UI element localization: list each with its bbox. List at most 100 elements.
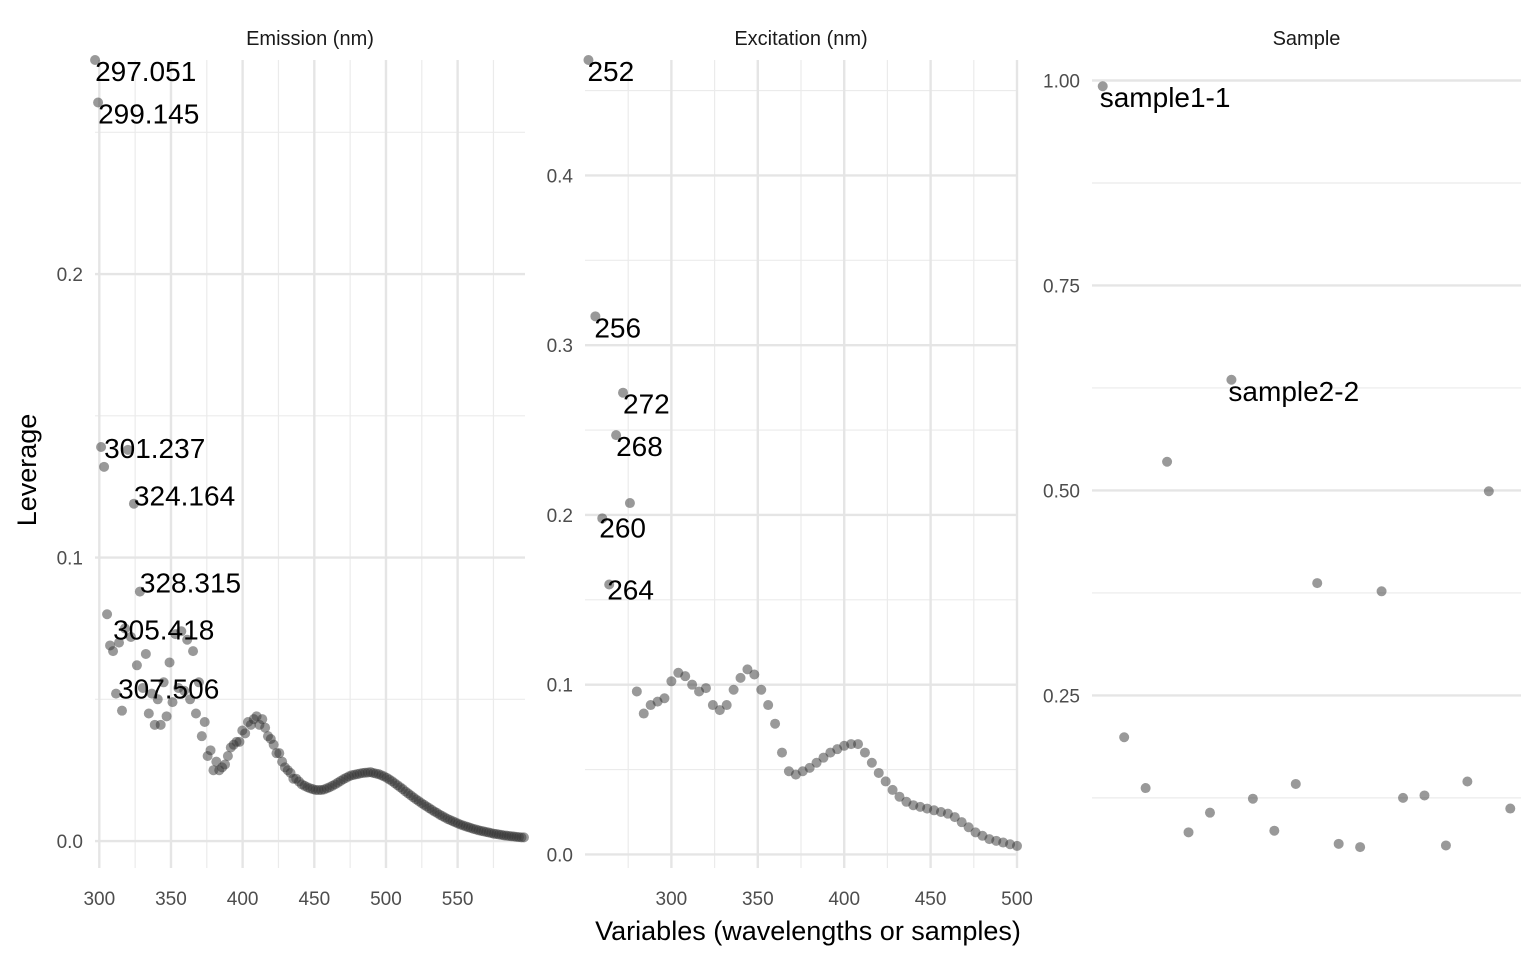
emission-point-label: 301.237 (104, 433, 205, 464)
excitation-point (728, 684, 739, 695)
emission-point (102, 609, 113, 620)
emission-point (196, 731, 207, 742)
emission-point (125, 631, 136, 642)
emission-point (93, 97, 104, 108)
excitation-x-tick-label: 500 (1001, 889, 1033, 910)
emission-point (179, 685, 190, 696)
excitation-point (604, 579, 615, 590)
sample-panel-title: Sample (1273, 28, 1341, 50)
sample-point-label: sample1-1 (1100, 82, 1231, 113)
excitation-point-label: 256 (594, 312, 641, 343)
emission-point (164, 657, 175, 668)
excitation-point-label: 252 (587, 56, 634, 87)
sample-point (1333, 838, 1344, 849)
excitation-y-tick-label: 0.3 (547, 336, 573, 357)
excitation-y-tick-label: 0.1 (547, 676, 573, 697)
excitation-x-tick-label: 350 (742, 889, 774, 910)
excitation-point (631, 686, 642, 697)
emission-point (155, 719, 166, 730)
excitation-point (866, 757, 877, 768)
emission-x-tick-label: 300 (83, 889, 115, 910)
excitation-point (859, 747, 870, 758)
excitation-point (1012, 840, 1022, 851)
excitation-point (887, 784, 898, 795)
emission-point (190, 708, 201, 719)
sample-point (1440, 840, 1451, 851)
emission-point-label: 299.145 (98, 99, 199, 130)
excitation-point-label: 268 (616, 431, 663, 462)
excitation-point (804, 762, 815, 773)
excitation-point (749, 669, 760, 680)
emission-point (234, 736, 245, 747)
emission-panel: 0.0 0.1 0.2 300 350 400 450 500 550 Emission (nm)… (57, 28, 529, 910)
emission-y-tick-label: 0.2 (57, 265, 83, 286)
sample-point (1376, 586, 1387, 597)
excitation-point (763, 700, 774, 711)
excitation-y-tick-label: 0.4 (547, 166, 574, 187)
emission-point (140, 648, 151, 659)
emission-x-tick-label: 550 (442, 889, 474, 910)
emission-point (152, 694, 163, 705)
excitation-point (949, 812, 960, 823)
excitation-point (707, 700, 718, 711)
emission-point (122, 444, 133, 455)
excitation-point (638, 708, 649, 719)
excitation-point (756, 684, 767, 695)
excitation-point (846, 739, 857, 750)
emission-point (111, 688, 122, 699)
emission-point (99, 461, 110, 472)
excitation-point-label: 264 (607, 575, 654, 606)
emission-point-label: 324.164 (134, 481, 235, 512)
y-axis-label: Leverage (12, 414, 42, 527)
excitation-point (742, 664, 753, 675)
sample-point (1226, 374, 1237, 385)
excitation-y-tick-label: 0.2 (547, 506, 573, 527)
emission-x-tick-label: 450 (298, 889, 330, 910)
emission-point (188, 646, 199, 657)
emission-point (176, 626, 187, 637)
excitation-point (880, 776, 891, 787)
emission-point (137, 682, 148, 693)
emission-point (257, 714, 268, 725)
emission-point (143, 708, 154, 719)
emission-point (161, 711, 172, 722)
sample-panel: 0.25 0.50 0.75 1.00 Sample sample1-1 sample2-2 (1043, 28, 1521, 853)
excitation-y-tick-label: 0.0 (547, 845, 573, 866)
excitation-point (853, 739, 864, 750)
emission-point (260, 722, 271, 733)
excitation-point (666, 676, 677, 687)
sample-point (1204, 807, 1215, 818)
emission-point (90, 55, 101, 65)
sample-point (1097, 81, 1108, 92)
emission-y-tick-label: 0.0 (57, 832, 83, 853)
excitation-point (956, 817, 967, 828)
excitation-point (811, 757, 822, 768)
emission-point (128, 498, 139, 509)
emission-point (274, 748, 285, 759)
emission-x-tick-label: 500 (370, 889, 402, 910)
emission-point (518, 832, 529, 843)
emission-point (158, 677, 169, 688)
excitation-point (659, 693, 670, 704)
excitation-point (963, 822, 974, 833)
excitation-panel: 0.0 0.1 0.2 0.3 0.4 300 350 400 450 500 Excitation… (547, 28, 1033, 910)
emission-point (182, 634, 193, 645)
sample-point (1140, 783, 1151, 794)
emission-point-label: 307.506 (118, 673, 219, 704)
excitation-point (597, 513, 608, 524)
emission-x-tick-label: 350 (155, 889, 187, 910)
sample-y-tick-label: 0.75 (1043, 276, 1080, 297)
emission-point (119, 623, 130, 634)
emission-point (131, 660, 142, 671)
x-axis-label: Variables (wavelengths or samples) (595, 916, 1021, 946)
excitation-point (735, 672, 746, 683)
emission-point (108, 646, 119, 657)
emission-panel-title: Emission (nm) (246, 28, 374, 50)
sample-y-tick-label: 0.25 (1043, 686, 1080, 707)
excitation-point (680, 671, 691, 682)
emission-point (240, 728, 251, 739)
emission-point (199, 716, 210, 727)
excitation-point (818, 752, 829, 763)
emission-point (193, 677, 204, 688)
emission-point (134, 586, 145, 597)
